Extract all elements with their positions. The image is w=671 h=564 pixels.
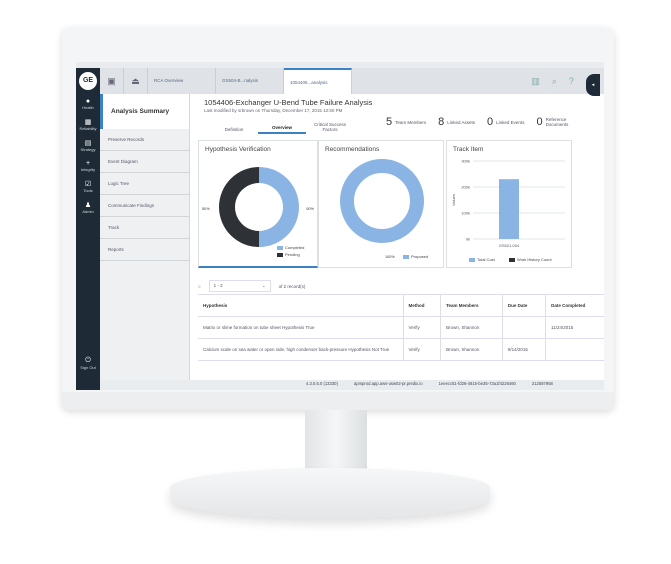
filter-icon[interactable]: ≡ <box>198 283 201 289</box>
collapse-panel-button[interactable]: ◂ <box>586 74 600 96</box>
sign-out-button[interactable]: ⏻ Sign Out <box>76 357 100 370</box>
y-tick-label: 300k <box>461 159 470 164</box>
recommendations-card[interactable]: Recommendations 100% Proposed <box>318 140 444 268</box>
help-icon[interactable]: ? <box>568 76 574 86</box>
tab-rca-overview[interactable]: RCA Overview <box>148 68 216 94</box>
grid-icon: ▦ <box>84 119 92 126</box>
nav-admin[interactable]: ♟ Admin <box>76 201 100 214</box>
checklist-icon: ☑ <box>84 181 92 188</box>
hypothesis-card[interactable]: Hypothesis Verification 50% 50% Complete… <box>198 140 318 268</box>
status-footer: 4.3.0.5.0 (13330) apmprod.app.aws-usw02-… <box>306 381 553 386</box>
stat-linked-assets[interactable]: 8 Linked Assets <box>438 116 476 128</box>
sidebar-item-preserve-records[interactable]: Preserve Records <box>100 129 189 151</box>
col-due-date[interactable]: Due Date <box>502 294 547 317</box>
y-tick-label: 200k <box>461 185 470 190</box>
sidebar-item-logic-tree[interactable]: Logic Tree <box>100 173 189 195</box>
donut-slice-pending <box>219 167 259 247</box>
sidebar-item-event-diagram[interactable]: Event Diagram <box>100 151 189 173</box>
sub-tabs: Definition Overview Critical Success Fac… <box>210 120 354 134</box>
chart-title: Track Item <box>453 146 484 153</box>
calendar-button[interactable]: ▣ <box>100 68 124 94</box>
tab-definition[interactable]: Definition <box>224 127 244 132</box>
analysis-sidebar: Analysis Summary Preserve Records Event … <box>100 94 190 380</box>
version: 4.3.0.5.0 (13330) <box>306 381 338 386</box>
legend-proposed: Proposed <box>403 254 428 259</box>
pager: ≡ 1 - 2 ⌄ of 2 record(s) <box>198 280 305 292</box>
user-icon: ♟ <box>84 202 92 209</box>
tab-bar: ▣ ⏏ RCA Overview GS504-B...nalysis 10544… <box>100 68 604 94</box>
data-label: 50% <box>202 207 210 211</box>
data-label: 50% <box>306 207 314 211</box>
chevron-down-icon: ⌄ <box>261 283 266 288</box>
chart-title: Hypothesis Verification <box>205 146 271 153</box>
power-icon: ⏻ <box>85 357 91 364</box>
recommendations-donut <box>340 159 424 243</box>
last-modified: Last modified by srbrown on Thursday, De… <box>204 108 343 113</box>
nav-reliability[interactable]: ▦ Reliability <box>76 118 100 131</box>
stat-linked-events[interactable]: 0 Linked Events <box>487 116 525 128</box>
summary-stats: 5 Team Members 8 Linked Assets 0 Linked Eve… <box>386 116 572 128</box>
y-tick-label: 0k <box>466 237 470 242</box>
tab-overview[interactable]: Overview <box>258 123 306 134</box>
plus-icon: + <box>85 160 91 167</box>
stat-team-members[interactable]: 5 Team Members <box>386 116 427 128</box>
record-count: of 2 record(s) <box>278 283 306 289</box>
nav-tools[interactable]: ☑ Tools <box>76 180 100 193</box>
screen: GE ● Health ▦ Reliability ▤ Strategy + Integ… <box>76 62 604 390</box>
donut-slice-proposed <box>340 159 424 243</box>
track-item-bar-chart: 0k 100k 200k 300k Values GS521-004 <box>451 159 565 248</box>
main-content: ◂ 1054406-Exchanger U-Bend Tube Failure … <box>190 74 604 380</box>
x-tick-label: GS521-004 <box>499 243 520 248</box>
monitor-chin <box>62 392 614 410</box>
page-range-select[interactable]: 1 - 2 ⌄ <box>208 280 271 292</box>
nav-strategy[interactable]: ▤ Strategy <box>76 139 100 152</box>
donut-slice-completed <box>259 167 299 247</box>
bookmark-icon[interactable]: ▥ <box>531 76 540 86</box>
hierarchy-button[interactable]: ⏏ <box>124 68 148 94</box>
user-id: 212587958 <box>531 381 553 386</box>
left-nav: GE ● Health ▦ Reliability ▤ Strategy + Integ… <box>76 68 100 390</box>
y-tick-label: 100k <box>461 211 470 216</box>
hypothesis-table: Hypothesis Method Team Members Due Date … <box>198 294 604 361</box>
nav-integrity[interactable]: + Integrity <box>76 160 100 172</box>
heart-icon: ● <box>85 98 91 105</box>
sidebar-item-track[interactable]: Track <box>100 217 189 239</box>
chart-title: Recommendations <box>325 146 380 153</box>
session-id: 1eeecc51-fd26-4815-be35-73a1f4226460 <box>438 381 516 386</box>
bar-total-cost <box>499 179 519 239</box>
search-icon[interactable]: ⌕ <box>551 76 557 86</box>
tab-critical-success-factors[interactable]: Critical Success Factors <box>313 122 346 132</box>
ge-logo: GE <box>79 72 97 90</box>
col-team-members[interactable]: Team Members <box>440 294 503 317</box>
legend-completed: Completed <box>277 245 304 250</box>
sidebar-title: Analysis Summary <box>100 94 189 129</box>
track-item-card[interactable]: Track Item 0k 100k 200k 300k Values GS521-004… <box>446 140 572 268</box>
legend-pending: Pending <box>277 252 300 257</box>
table-row[interactable]: Calcium scale on sea water or open side,… <box>198 338 604 361</box>
col-date-completed[interactable]: Date Completed <box>545 294 604 317</box>
sidebar-item-communicate-findings[interactable]: Communicate Findings <box>100 195 189 217</box>
document-icon: ▤ <box>84 140 92 147</box>
legend-total-cost: Total Cost <box>469 257 495 262</box>
legend-work-history-count: Work History Count <box>509 257 552 262</box>
host: apmprod.app.aws-usw02-pr.predix.io <box>353 381 423 386</box>
hypothesis-donut <box>219 167 299 247</box>
col-method[interactable]: Method <box>403 294 442 317</box>
tab-gs504[interactable]: GS504-B...nalysis <box>216 68 284 94</box>
nav-health[interactable]: ● Health <box>76 98 100 110</box>
col-hypothesis[interactable]: Hypothesis <box>198 294 404 317</box>
table-row[interactable]: Matrix or slime formation on tube sheet … <box>198 316 604 339</box>
monitor-stand-base <box>170 468 490 518</box>
sidebar-item-reports[interactable]: Reports <box>100 239 189 261</box>
data-label: 100% <box>385 255 395 259</box>
y-axis-label: Values <box>451 194 456 206</box>
tab-1054406[interactable]: 1054406...analysis <box>284 68 352 94</box>
stat-reference-documents[interactable]: 0 Reference Documents <box>536 116 569 128</box>
page-title: 1054406-Exchanger U-Bend Tube Failure An… <box>204 98 373 107</box>
